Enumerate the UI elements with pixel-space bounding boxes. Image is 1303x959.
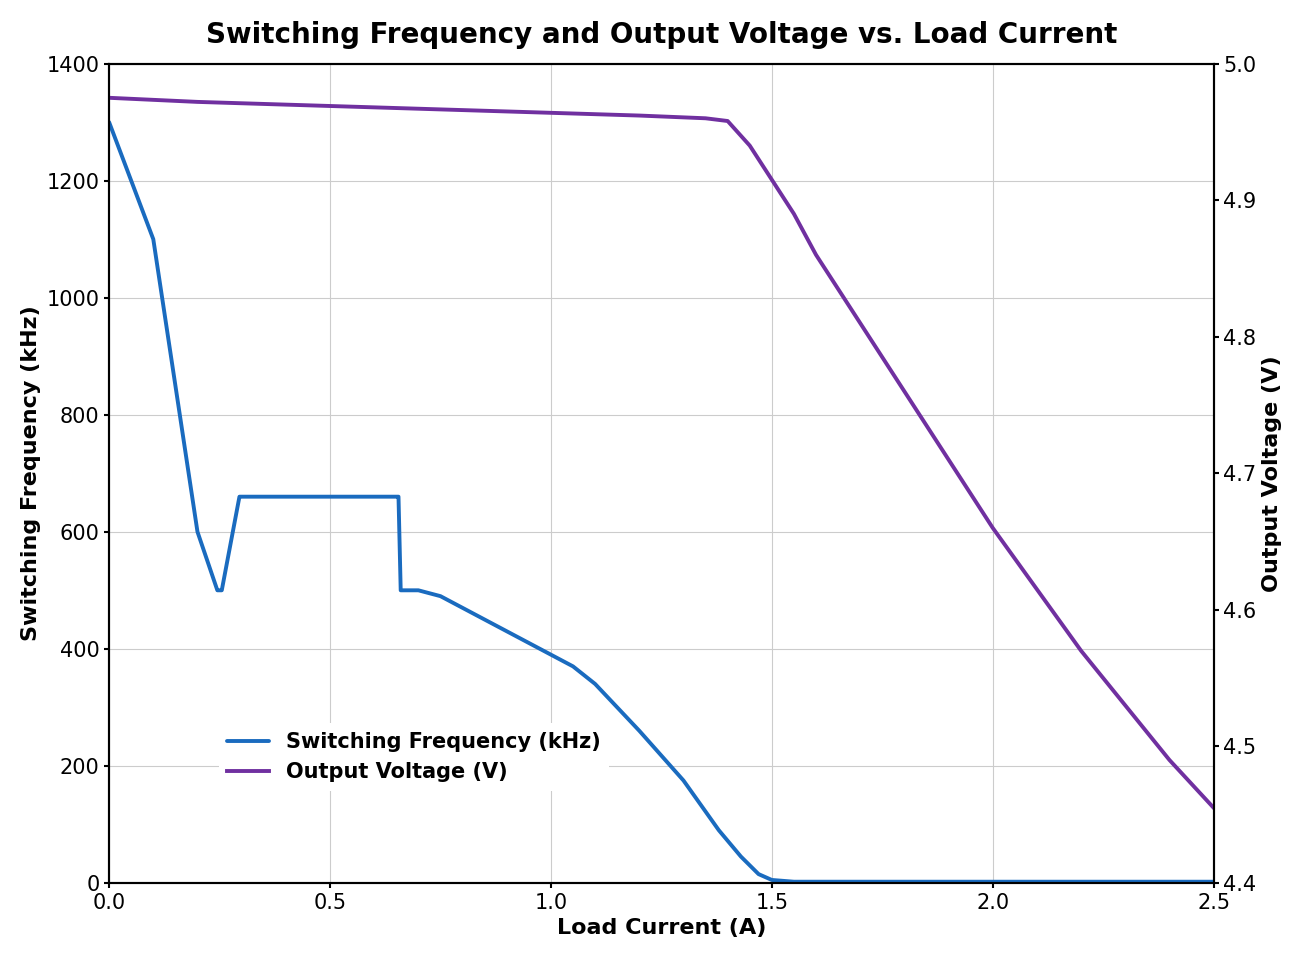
Output Voltage (V) — [632, 109, 648, 121]
Output Voltage (V) — [697, 112, 713, 124]
Output Voltage (V) — [1074, 645, 1089, 657]
Switching Frequency (kHz) — [233, 491, 249, 503]
Output Voltage (V) — [852, 317, 868, 329]
Switching Frequency (kHz) — [410, 585, 426, 596]
Title: Switching Frequency and Output Voltage vs. Load Current: Switching Frequency and Output Voltage v… — [206, 21, 1117, 49]
Switching Frequency (kHz) — [1074, 876, 1089, 887]
Switching Frequency (kHz) — [190, 526, 206, 538]
Switching Frequency (kHz) — [232, 491, 248, 503]
Switching Frequency (kHz) — [751, 868, 766, 879]
Y-axis label: Switching Frequency (kHz): Switching Frequency (kHz) — [21, 305, 40, 642]
Line: Switching Frequency (kHz): Switching Frequency (kHz) — [109, 122, 1213, 881]
Y-axis label: Output Voltage (V): Output Voltage (V) — [1263, 355, 1282, 592]
Output Voltage (V) — [1162, 754, 1178, 765]
Output Voltage (V) — [102, 92, 117, 104]
Output Voltage (V) — [190, 96, 206, 107]
Switching Frequency (kHz) — [146, 233, 162, 245]
Switching Frequency (kHz) — [499, 625, 515, 637]
Output Voltage (V) — [543, 107, 559, 119]
Switching Frequency (kHz) — [676, 775, 692, 786]
Switching Frequency (kHz) — [764, 875, 779, 886]
Switching Frequency (kHz) — [632, 725, 648, 737]
Switching Frequency (kHz) — [808, 876, 823, 887]
Switching Frequency (kHz) — [210, 585, 225, 596]
Output Voltage (V) — [719, 115, 735, 127]
Switching Frequency (kHz) — [711, 825, 727, 836]
Switching Frequency (kHz) — [1205, 876, 1221, 887]
Switching Frequency (kHz) — [211, 585, 227, 596]
Switching Frequency (kHz) — [394, 585, 409, 596]
Output Voltage (V) — [1118, 700, 1134, 712]
Output Voltage (V) — [896, 386, 912, 397]
Line: Output Voltage (V): Output Voltage (V) — [109, 98, 1213, 807]
Output Voltage (V) — [366, 102, 382, 113]
Switching Frequency (kHz) — [212, 585, 228, 596]
Output Voltage (V) — [741, 140, 757, 152]
Switching Frequency (kHz) — [734, 851, 749, 862]
Output Voltage (V) — [941, 454, 956, 465]
Switching Frequency (kHz) — [391, 491, 407, 503]
Output Voltage (V) — [786, 208, 801, 220]
Legend: Switching Frequency (kHz), Output Voltage (V): Switching Frequency (kHz), Output Voltag… — [219, 723, 609, 790]
X-axis label: Load Current (A): Load Current (A) — [556, 918, 766, 938]
Switching Frequency (kHz) — [588, 678, 603, 690]
Switching Frequency (kHz) — [543, 649, 559, 661]
Output Voltage (V) — [808, 249, 823, 261]
Output Voltage (V) — [764, 174, 779, 185]
Switching Frequency (kHz) — [455, 602, 470, 614]
Switching Frequency (kHz) — [786, 876, 801, 887]
Output Voltage (V) — [1029, 584, 1045, 596]
Switching Frequency (kHz) — [388, 491, 404, 503]
Switching Frequency (kHz) — [214, 585, 229, 596]
Output Voltage (V) — [1205, 802, 1221, 813]
Output Voltage (V) — [985, 522, 1001, 533]
Output Voltage (V) — [455, 105, 470, 116]
Output Voltage (V) — [278, 99, 293, 110]
Switching Frequency (kHz) — [896, 876, 912, 887]
Switching Frequency (kHz) — [102, 116, 117, 128]
Switching Frequency (kHz) — [433, 591, 448, 602]
Switching Frequency (kHz) — [408, 585, 423, 596]
Switching Frequency (kHz) — [566, 661, 581, 672]
Switching Frequency (kHz) — [985, 876, 1001, 887]
